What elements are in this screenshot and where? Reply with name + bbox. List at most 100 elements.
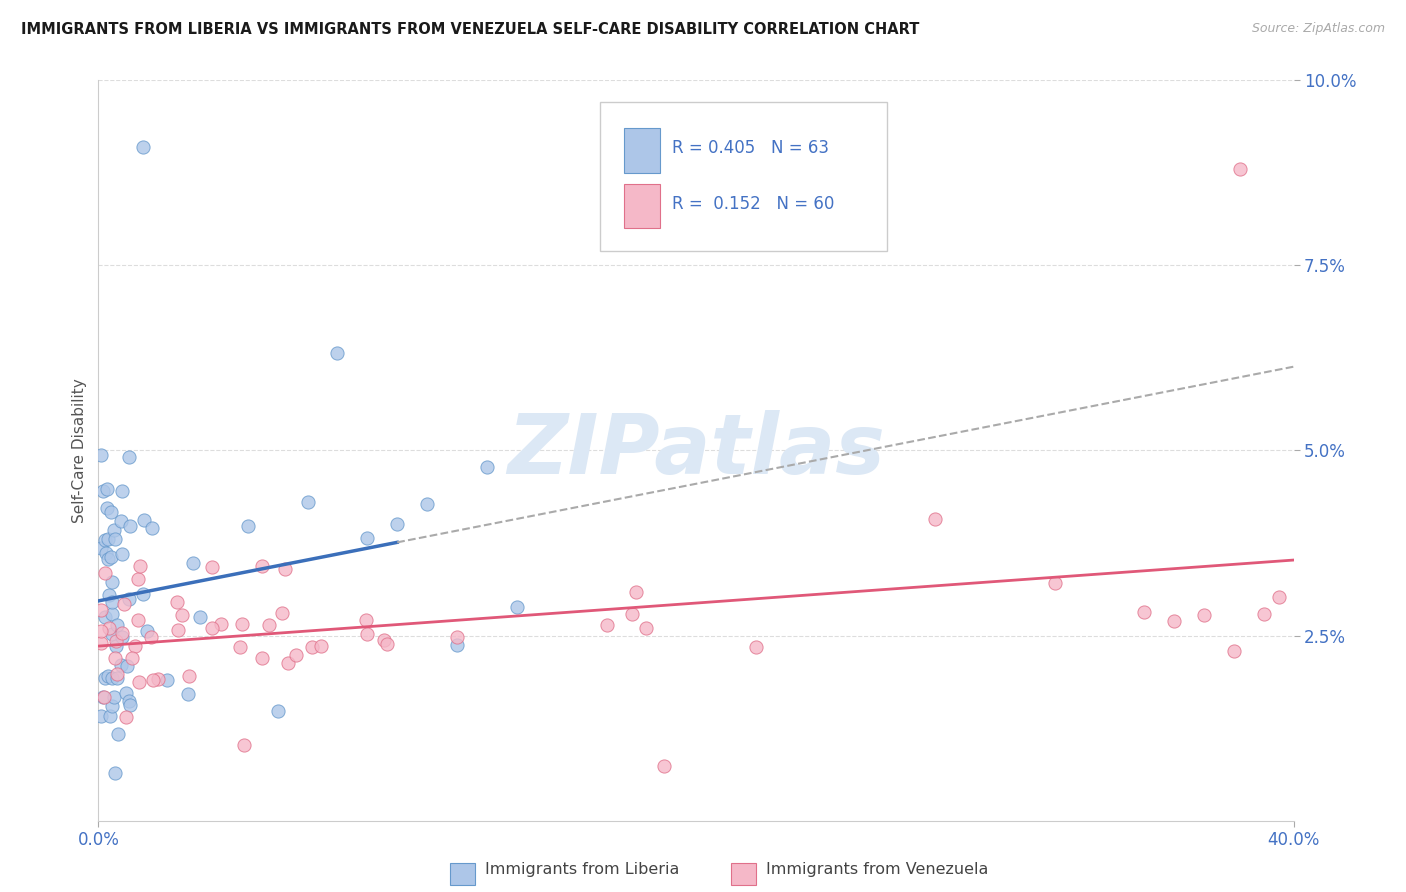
Point: [231, 616, 253, 631]
Text: ZIPatlas: ZIPatlas: [508, 410, 884, 491]
Point: [100, 627, 122, 641]
Point: [188, 610, 211, 624]
Point: [97, 668, 120, 682]
Point: [309, 639, 332, 653]
Point: [267, 704, 290, 718]
Text: R =  0.152   N = 60: R = 0.152 N = 60: [672, 195, 834, 213]
Point: [141, 521, 163, 535]
Point: [90, 448, 112, 462]
Point: [177, 669, 200, 683]
Point: [356, 626, 378, 640]
Point: [354, 613, 377, 627]
Point: [277, 657, 299, 671]
Point: [97, 552, 120, 566]
Point: [596, 618, 619, 632]
Point: [110, 514, 132, 528]
Point: [373, 633, 395, 648]
Point: [252, 651, 274, 665]
Point: [924, 512, 946, 526]
Point: [107, 727, 129, 741]
FancyBboxPatch shape: [624, 184, 661, 228]
Point: [236, 519, 259, 533]
Point: [135, 624, 157, 638]
Point: [90, 636, 112, 650]
Point: [132, 513, 155, 527]
Point: [1133, 605, 1156, 619]
Point: [1043, 576, 1066, 591]
Point: [139, 630, 162, 644]
Point: [297, 495, 319, 509]
Point: [104, 766, 127, 780]
Point: [115, 686, 138, 700]
Point: [446, 639, 468, 653]
Point: [124, 639, 146, 653]
Point: [98, 708, 121, 723]
Point: [118, 592, 141, 607]
Point: [93, 610, 115, 624]
Point: [101, 595, 124, 609]
Text: IMMIGRANTS FROM LIBERIA VS IMMIGRANTS FROM VENEZUELA SELF-CARE DISABILITY CORREL: IMMIGRANTS FROM LIBERIA VS IMMIGRANTS FR…: [21, 22, 920, 37]
Point: [100, 698, 122, 713]
Point: [105, 618, 128, 632]
Point: [132, 587, 155, 601]
Point: [506, 600, 529, 615]
Point: [129, 559, 152, 574]
Point: [356, 531, 378, 545]
Point: [229, 640, 252, 655]
Point: [93, 690, 115, 705]
Point: [301, 640, 323, 655]
Point: [128, 675, 150, 690]
Point: [118, 519, 141, 533]
Point: [105, 667, 128, 681]
Point: [96, 482, 118, 496]
Point: [416, 497, 439, 511]
Point: [1267, 590, 1289, 604]
Point: [94, 566, 117, 581]
Point: [252, 558, 274, 573]
Point: [1163, 614, 1185, 628]
Point: [93, 672, 115, 686]
Point: [620, 607, 643, 622]
Point: [110, 658, 132, 673]
Text: Immigrants from Venezuela: Immigrants from Venezuela: [766, 863, 988, 877]
Point: [200, 560, 222, 574]
Text: Immigrants from Liberia: Immigrants from Liberia: [485, 863, 679, 877]
Point: [446, 630, 468, 644]
Point: [201, 621, 224, 635]
Point: [96, 500, 118, 515]
Point: [104, 650, 127, 665]
Point: [1192, 607, 1215, 622]
Point: [652, 759, 675, 773]
Point: [111, 626, 134, 640]
FancyBboxPatch shape: [600, 103, 887, 251]
Point: [385, 516, 409, 531]
Point: [103, 523, 125, 537]
Point: [232, 738, 254, 752]
Point: [118, 694, 141, 708]
Point: [181, 556, 204, 570]
Point: [475, 459, 498, 474]
Point: [170, 607, 193, 622]
Point: [90, 541, 112, 555]
Point: [209, 617, 232, 632]
Point: [127, 572, 149, 586]
Point: [1253, 607, 1275, 621]
Point: [105, 633, 128, 648]
Point: [1223, 644, 1246, 658]
Text: Source: ZipAtlas.com: Source: ZipAtlas.com: [1251, 22, 1385, 36]
Point: [259, 617, 281, 632]
Point: [274, 561, 297, 575]
Point: [100, 550, 122, 565]
Point: [127, 613, 149, 627]
Point: [97, 621, 120, 635]
Point: [90, 709, 112, 723]
Point: [100, 607, 122, 621]
Point: [177, 687, 200, 701]
Point: [626, 584, 648, 599]
Point: [120, 698, 142, 712]
Point: [115, 659, 138, 673]
FancyBboxPatch shape: [624, 128, 661, 173]
Point: [148, 672, 170, 686]
Point: [118, 450, 141, 464]
Point: [121, 651, 143, 665]
